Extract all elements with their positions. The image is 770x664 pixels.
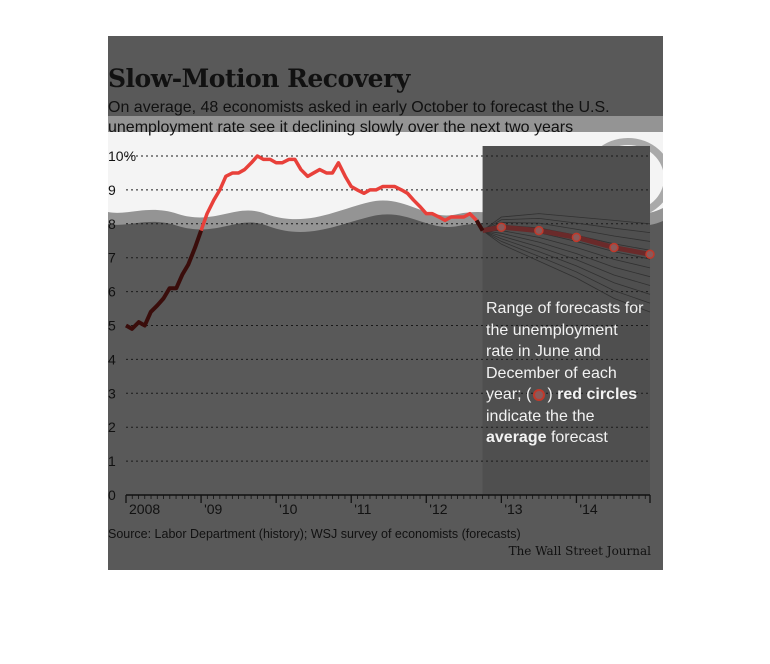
note-text-end: forecast <box>550 429 608 446</box>
forecast-panel <box>482 146 650 495</box>
x-tick-label: '11 <box>354 501 371 517</box>
note-text-before: Range of forecasts for the unemployment … <box>486 300 644 403</box>
forecast-range-note: Range of forecasts for the unemployment … <box>486 298 646 449</box>
y-tick-label: 10% <box>108 148 136 164</box>
y-tick-label: 7 <box>108 250 116 266</box>
note-text-mid: indicate the the <box>486 407 595 425</box>
x-tick-label: '14 <box>579 501 597 517</box>
y-tick-label: 1 <box>108 453 116 469</box>
publisher-credit: The Wall Street Journal <box>508 544 651 558</box>
forecast-average-point <box>645 249 655 260</box>
forecast-range-line <box>482 230 651 304</box>
forecast-range-line <box>482 230 651 295</box>
source-note: Source: Labor Department (history); WSJ … <box>108 527 521 541</box>
chart-canvas: 0 1 2 3 4 5 6 7 8 9 10% 2008 '09 '10 '11 '12 '13 '14 <box>108 116 663 517</box>
forecast-range-line <box>482 217 651 234</box>
forecast-average-point <box>571 232 582 243</box>
background-layer <box>108 116 663 495</box>
forecast-range-line <box>482 230 651 278</box>
y-tick-label: 8 <box>108 216 116 232</box>
chart-title: Slow-Motion Recovery <box>108 64 410 93</box>
forecast-average-point <box>496 222 507 232</box>
y-tick-label: 9 <box>108 182 116 198</box>
forecast-range-line <box>482 230 651 313</box>
gridlines <box>126 155 650 462</box>
history-line-early <box>125 229 203 331</box>
red-circle-icon <box>533 388 546 401</box>
x-tick-label: '10 <box>279 501 297 517</box>
x-tick-label: '13 <box>504 501 522 517</box>
x-tick-label: 2008 <box>129 501 160 517</box>
forecast-range-line <box>482 213 651 231</box>
axes: 0 1 2 3 4 5 6 7 8 9 10% 2008 '09 '10 '11 '12 '13 '14 <box>108 148 651 517</box>
y-tick-label: 4 <box>108 351 116 367</box>
note-text-after: ) <box>547 386 553 403</box>
chart-subtitle: On average, 48 economists asked in early… <box>108 99 610 136</box>
y-tick-label: 0 <box>108 487 116 503</box>
y-tick-label: 5 <box>108 318 116 334</box>
forecast-layer <box>482 213 655 313</box>
history-line <box>199 154 478 232</box>
chart-card: 0 1 2 3 4 5 6 7 8 9 10% 2008 '09 '10 '11 '12 '13 '14 Slow… <box>108 36 663 570</box>
forecast-range-line <box>482 230 651 286</box>
note-bold-average: average <box>486 429 547 446</box>
note-bold-red-circles: red circles <box>557 386 638 403</box>
y-tick-label: 6 <box>108 284 116 300</box>
forecast-average-point <box>534 225 544 236</box>
history-line-layer <box>125 154 485 331</box>
y-tick-label: 3 <box>108 385 116 401</box>
forecast-average-point <box>609 242 619 253</box>
history-line-late <box>474 219 485 232</box>
x-tick-label: '09 <box>204 501 222 517</box>
y-tick-label: 2 <box>108 419 116 435</box>
x-tick-label: '12 <box>429 501 447 517</box>
